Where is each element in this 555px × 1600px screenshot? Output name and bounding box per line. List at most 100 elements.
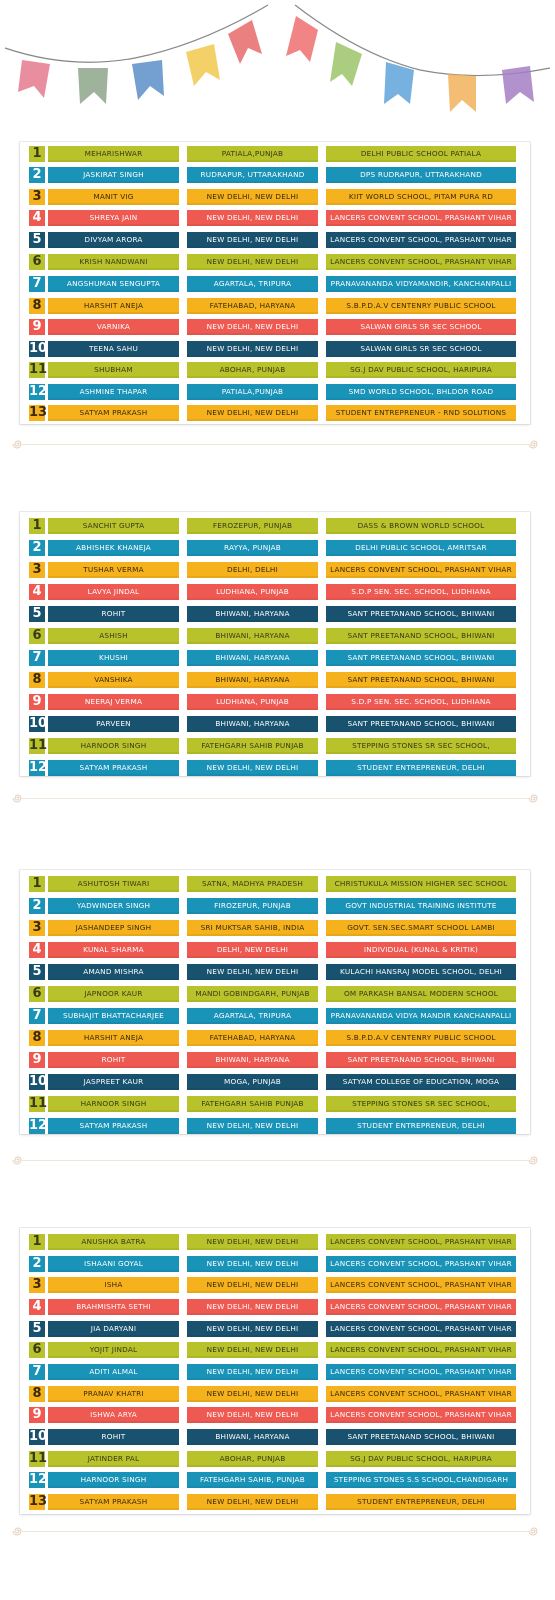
- table-row: 5 ROHIT BHIWANI, HARYANA SANT PREETANAND SC…: [20, 606, 530, 622]
- table-row: 4 SHREYA JAIN NEW DELHI, NEW DELHI LANCERS …: [20, 210, 530, 226]
- participant-school: LANCERS CONVENT SCHOOL, PRASHANT VIHAR: [326, 1234, 516, 1250]
- participant-school: DPS RUDRAPUR, UTTARAKHAND: [326, 167, 516, 183]
- participant-city: BHIWANI, HARYANA: [187, 716, 318, 732]
- participant-city: NEW DELHI, NEW DELHI: [187, 319, 318, 335]
- participant-city: FATEHGARH SAHIB PUNJAB: [187, 1096, 318, 1112]
- participant-name: ROHIT: [48, 606, 179, 622]
- participant-school: STUDENT ENTREPRENEUR, DELHI: [326, 1494, 516, 1510]
- rank-number: 1: [29, 876, 45, 892]
- participant-school: LANCERS CONVENT SCHOOL, PRASHANT VIHAR: [326, 1342, 516, 1358]
- table-row: 6 YOJIT JINDAL NEW DELHI, NEW DELHI LANCERS…: [20, 1342, 530, 1358]
- participant-city: BHIWANI, HARYANA: [187, 1052, 318, 1068]
- participant-school: SALWAN GIRLS SR SEC SCHOOL: [326, 319, 516, 335]
- participant-city: AGARTALA, TRIPURA: [187, 276, 318, 292]
- participant-city: BHIWANI, HARYANA: [187, 628, 318, 644]
- participant-city: NEW DELHI, NEW DELHI: [187, 1299, 318, 1315]
- participant-school: KULACHI HANSRAJ MODEL SCHOOL, DELHI: [326, 964, 516, 980]
- participant-name: SATYAM PRAKASH: [48, 760, 179, 776]
- table-row: 5 DIVYAM ARORA NEW DELHI, NEW DELHI LANCERS…: [20, 232, 530, 248]
- participant-school: SANT PREETANAND SCHOOL, BHIWANI: [326, 672, 516, 688]
- participant-name: TEENA SAHU: [48, 341, 179, 357]
- rank-number: 12: [29, 384, 48, 400]
- flag-purple: [502, 66, 534, 104]
- participant-school: CHRISTUKULA MISSION HIGHER SEC SCHOOL: [326, 876, 516, 892]
- rank-number: 5: [29, 606, 45, 622]
- rank-number: 11: [29, 1451, 48, 1467]
- swirl-ornament-icon: [528, 794, 538, 803]
- participant-name: JASPREET KAUR: [48, 1074, 179, 1090]
- table-row: 11 HARNOOR SINGH FATEHGARH SAHIB PUNJAB STE…: [20, 738, 530, 754]
- participant-school: STEPPING STONES SR SEC SCHOOL,: [326, 1096, 516, 1112]
- participant-city: NEW DELHI, NEW DELHI: [187, 189, 318, 205]
- participant-city: NEW DELHI, NEW DELHI: [187, 1407, 318, 1423]
- leaderboard-table: 1 MEHARISHWAR PATIALA,PUNJAB DELHI PUBLIC S…: [20, 142, 530, 424]
- rank-number: 10: [29, 1429, 48, 1445]
- table-row: 10 PARVEEN BHIWANI, HARYANA SANT PREETANAND…: [20, 716, 530, 732]
- participant-city: NEW DELHI, NEW DELHI: [187, 232, 318, 248]
- rank-number: 5: [29, 1321, 45, 1337]
- table-row: 9 ROHIT BHIWANI, HARYANA SANT PREETANAND SC…: [20, 1052, 530, 1068]
- table-row: 2 YADWINDER SINGH FIROZEPUR, PUNJAB GOVT IN…: [20, 898, 530, 914]
- table-row: 3 ISHA NEW DELHI, NEW DELHI LANCERS CONVENT…: [20, 1277, 530, 1293]
- participant-city: LUDHIANA, PUNJAB: [187, 694, 318, 710]
- participant-city: PATIALA,PUNJAB: [187, 146, 318, 162]
- participant-city: NEW DELHI, NEW DELHI: [187, 1342, 318, 1358]
- participant-name: SANCHIT GUPTA: [48, 518, 179, 534]
- participant-name: PRANAV KHATRI: [48, 1386, 179, 1402]
- rank-number: 10: [29, 341, 48, 357]
- leaderboard-table: 1 ANUSHKA BATRA NEW DELHI, NEW DELHI LANCER…: [20, 1228, 530, 1514]
- participant-name: SATYAM PRAKASH: [48, 405, 179, 421]
- participant-city: NEW DELHI, NEW DELHI: [187, 964, 318, 980]
- participant-school: SATYAM COLLEGE OF EDUCATION, MOGA: [326, 1074, 516, 1090]
- participant-name: KUNAL SHARMA: [48, 942, 179, 958]
- section-divider: [20, 444, 530, 445]
- participant-school: SANT PREETANAND SCHOOL, BHIWANI: [326, 1052, 516, 1068]
- participant-name: HARNOOR SINGH: [48, 1472, 179, 1488]
- rank-number: 5: [29, 964, 45, 980]
- participant-name: JIA DARYANI: [48, 1321, 179, 1337]
- participant-name: KRISH NANDWANI: [48, 254, 179, 270]
- participant-name: BRAHMISHTA SETHI: [48, 1299, 179, 1315]
- table-row: 5 AMAND MISHRA NEW DELHI, NEW DELHI KULACHI…: [20, 964, 530, 980]
- bunting-decoration: [4, 4, 551, 112]
- participant-city: NEW DELHI, NEW DELHI: [187, 1234, 318, 1250]
- flag-pink: [18, 60, 50, 98]
- rank-number: 9: [29, 1407, 45, 1423]
- participant-city: SATNA, MADHYA PRADESH: [187, 876, 318, 892]
- participant-name: ABHISHEK KHANEJA: [48, 540, 179, 556]
- participant-city: FATEHABAD, HARYANA: [187, 298, 318, 314]
- participant-school: LANCERS CONVENT SCHOOL, PRASHANT VIHAR: [326, 254, 516, 270]
- flag-grey-green: [78, 68, 108, 104]
- rank-number: 7: [29, 650, 45, 666]
- section-divider: [20, 1531, 530, 1532]
- participant-city: NEW DELHI, NEW DELHI: [187, 760, 318, 776]
- participant-name: JATINDER PAL: [48, 1451, 179, 1467]
- rank-number: 13: [29, 405, 48, 421]
- table-row: 11 HARNOOR SINGH FATEHGARH SAHIB PUNJAB STE…: [20, 1096, 530, 1112]
- rank-number: 11: [29, 1096, 48, 1112]
- participant-city: FIROZEPUR, PUNJAB: [187, 898, 318, 914]
- rank-number: 4: [29, 1299, 45, 1315]
- participant-school: STUDENT ENTREPRENEUR - RND SOLUTIONS: [326, 405, 516, 421]
- rank-number: 3: [29, 920, 45, 936]
- flag-blue-2: [384, 62, 414, 104]
- table-row: 3 JASHANDEEP SINGH SRI MUKTSAR SAHIB, INDI…: [20, 920, 530, 936]
- rank-number: 4: [29, 210, 45, 226]
- rank-number: 5: [29, 232, 45, 248]
- table-row: 10 TEENA SAHU NEW DELHI, NEW DELHI SALWAN G…: [20, 341, 530, 357]
- leaderboard-table: 1 ASHUTOSH TIWARI SATNA, MADHYA PRADESH CHR…: [20, 870, 530, 1134]
- leaderboard-table: 1 SANCHIT GUPTA FEROZEPUR, PUNJAB DASS & BR…: [20, 512, 530, 776]
- table-row: 8 HARSHIT ANEJA FATEHABAD, HARYANA S.B.P.D.…: [20, 298, 530, 314]
- table-row: 7 SUBHAJIT BHATTACHARJEE AGARTALA, TRIPURA…: [20, 1008, 530, 1024]
- participant-name: PARVEEN: [48, 716, 179, 732]
- participant-name: ASHUTOSH TIWARI: [48, 876, 179, 892]
- participant-city: NEW DELHI, NEW DELHI: [187, 1277, 318, 1293]
- rank-number: 1: [29, 146, 45, 162]
- rank-number: 2: [29, 1256, 45, 1272]
- rank-number: 8: [29, 298, 45, 314]
- flag-green: [330, 42, 362, 86]
- participant-school: S.B.P.D.A.V CENTENRY PUBLIC SCHOOL: [326, 1030, 516, 1046]
- participant-school: GOVT INDUSTRIAL TRAINING INSTITUTE: [326, 898, 516, 914]
- table-row: 9 VARNIKA NEW DELHI, NEW DELHI SALWAN GIRLS…: [20, 319, 530, 335]
- table-row: 10 JASPREET KAUR MOGA, PUNJAB SATYAM COLLEG…: [20, 1074, 530, 1090]
